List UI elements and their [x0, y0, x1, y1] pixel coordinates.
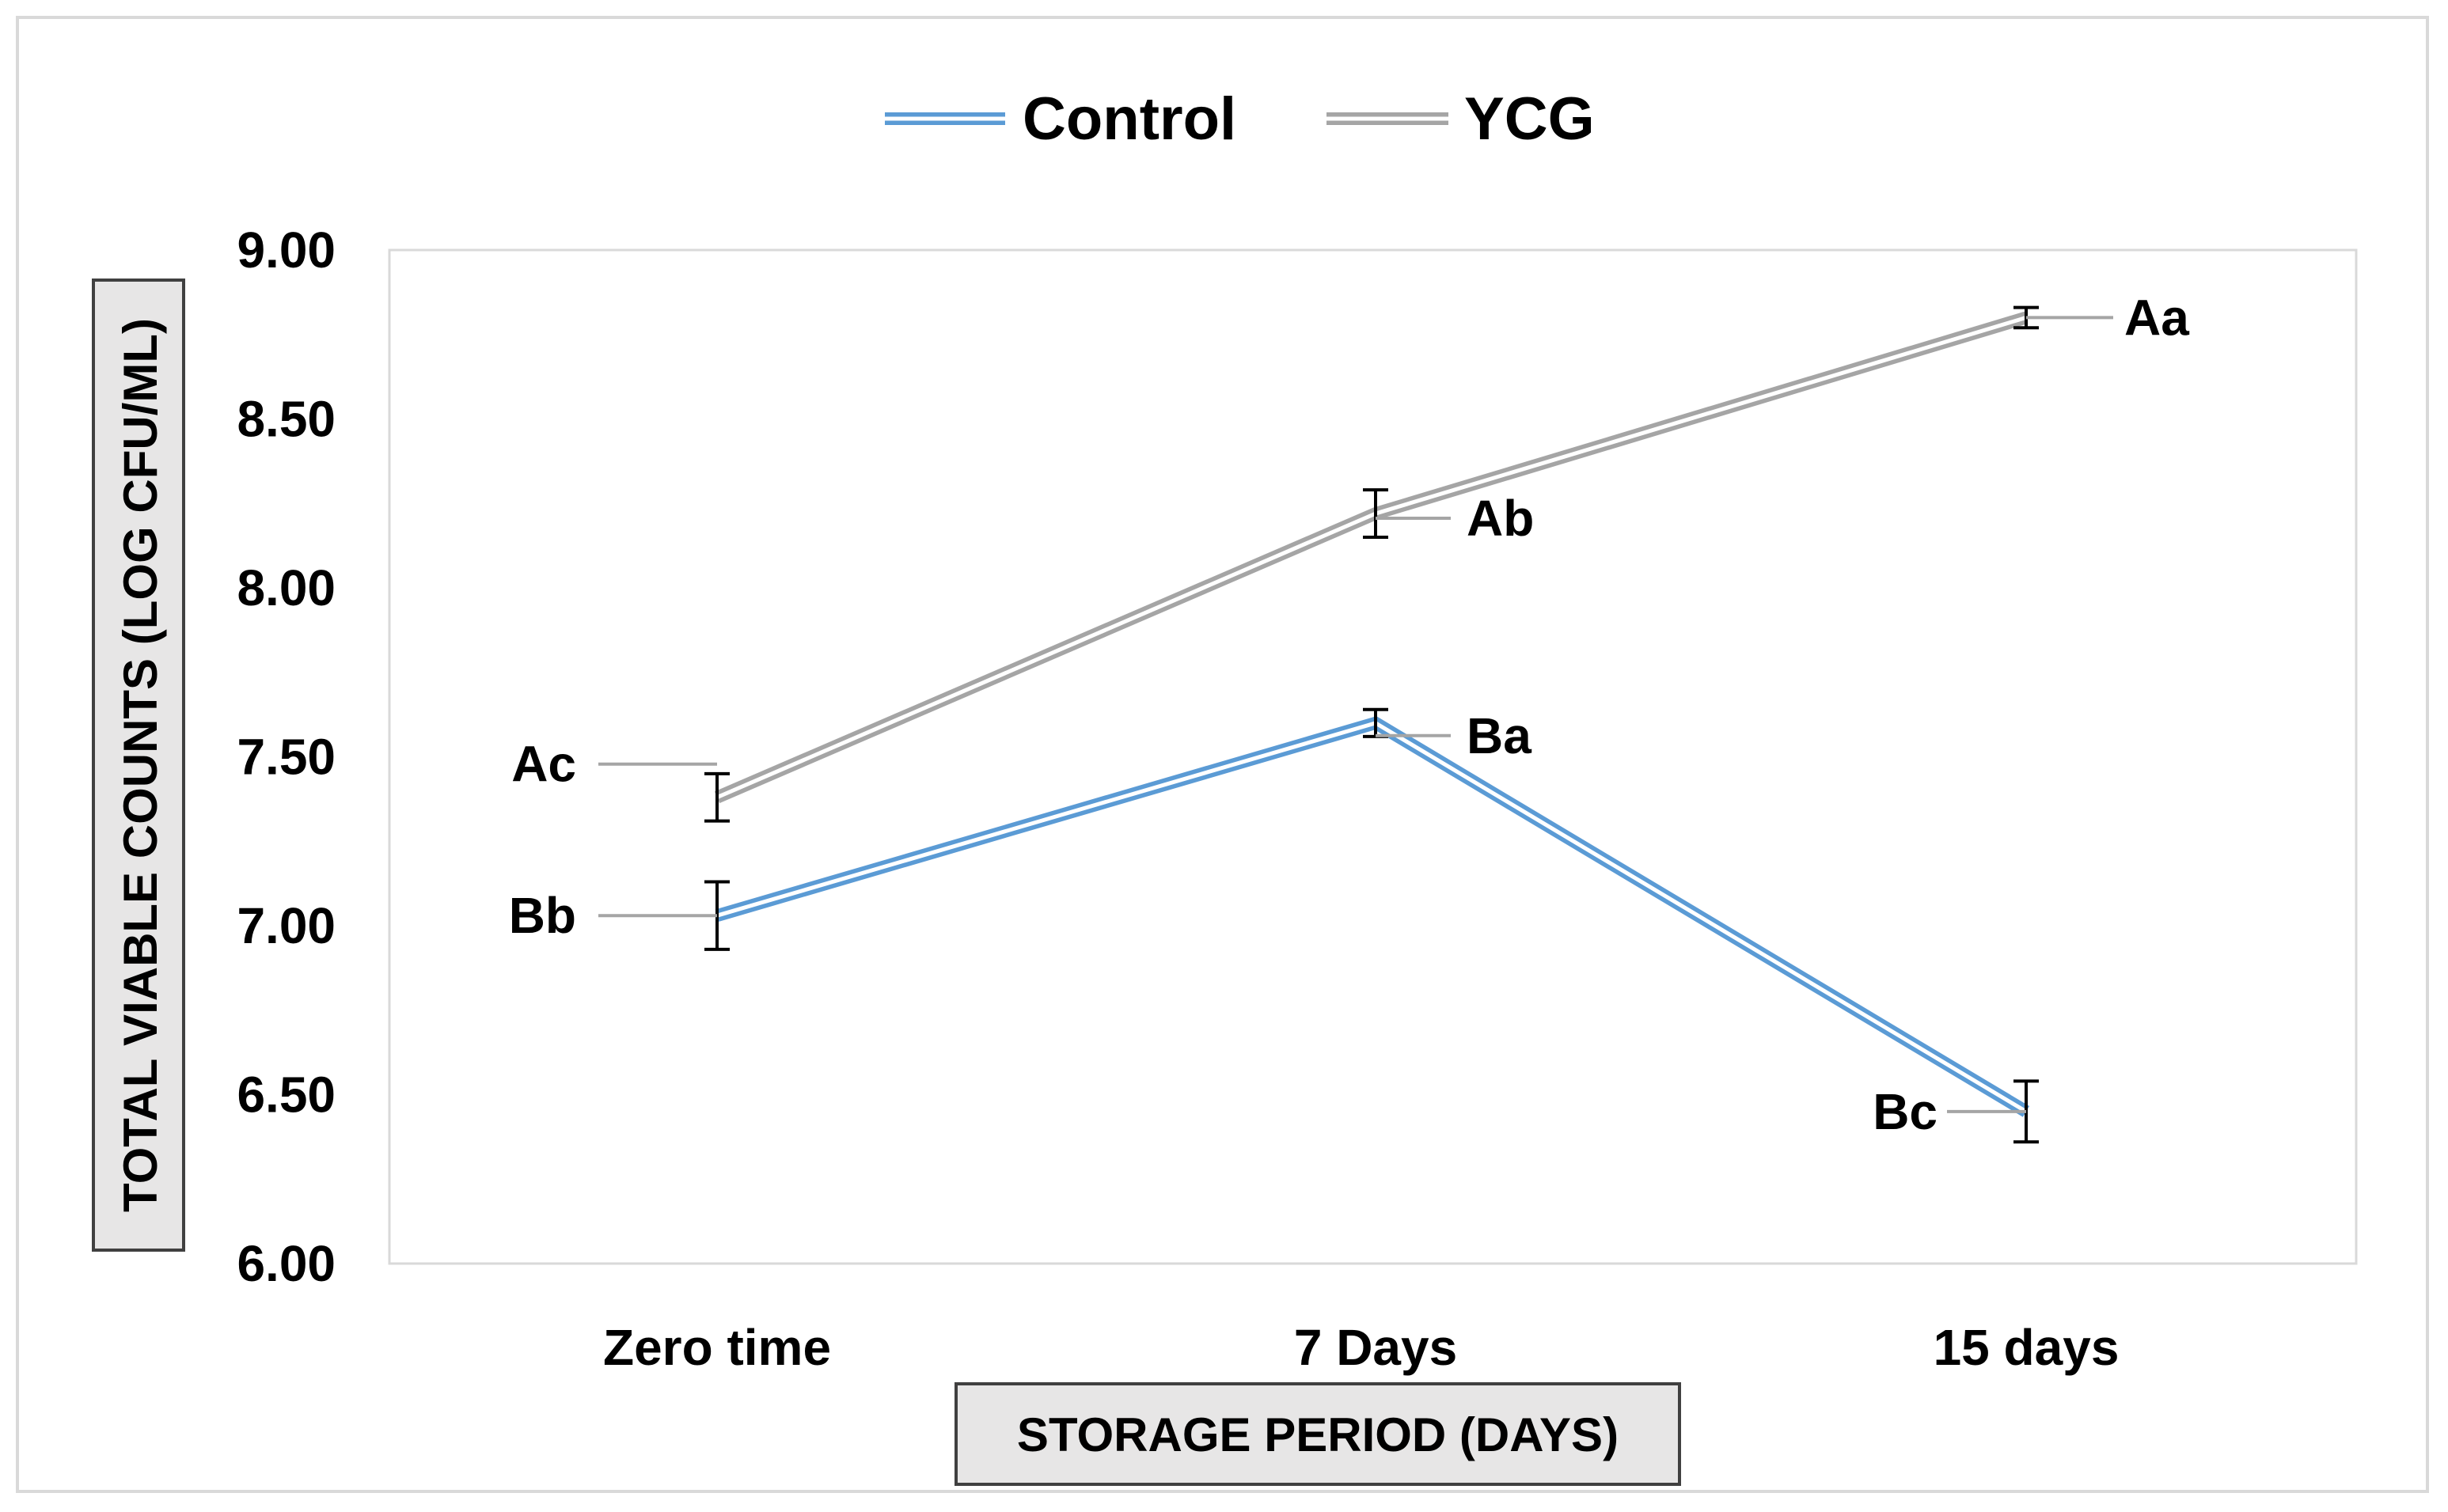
x-axis-ticks: Zero time 7 Days 15 days — [603, 1319, 2119, 1376]
y-axis-ticks: 6.00 6.50 7.00 7.50 8.00 8.50 9.00 — [237, 222, 336, 1292]
legend-label-control: Control — [1023, 85, 1236, 153]
series-ycg: Ac Ab Aa — [511, 289, 2189, 823]
data-label: Bc — [1873, 1083, 1938, 1140]
plot-area — [388, 248, 2358, 1265]
y-tick-label: 9.00 — [237, 222, 336, 279]
data-label: Aa — [2124, 289, 2189, 346]
x-tick-label: 7 Days — [1294, 1319, 1457, 1376]
x-axis-title-text: STORAGE PERIOD (DAYS) — [1017, 1408, 1619, 1461]
y-tick-label: 8.50 — [237, 391, 336, 448]
error-bar — [704, 771, 730, 823]
legend: Control YCG — [885, 85, 1595, 153]
series-line-control — [715, 716, 2030, 1117]
data-label: Ac — [511, 736, 576, 793]
series-line-inner-control — [716, 721, 2028, 1113]
data-label: Ab — [1467, 490, 1534, 547]
y-tick-label: 7.50 — [237, 729, 336, 786]
y-tick-label: 7.00 — [237, 897, 336, 954]
x-tick-label: Zero time — [603, 1319, 831, 1376]
y-tick-label: 8.00 — [237, 559, 336, 616]
chart-frame — [16, 16, 2429, 1493]
data-label: Ba — [1467, 707, 1531, 764]
legend-item-ycg: YCG — [1326, 85, 1595, 153]
y-tick-label: 6.50 — [237, 1067, 336, 1124]
data-label: Bb — [509, 887, 576, 944]
series-control: Bb Ba Bc — [509, 707, 2039, 1144]
series-layer: Bb Ba Bc Ac Ab Aa — [509, 289, 2189, 1144]
error-bar — [1363, 488, 1388, 539]
y-axis-title-text: TOTAL VIABLE COUNTS (LOG CFU/ML) — [114, 318, 167, 1212]
x-axis-title: STORAGE PERIOD (DAYS) — [955, 1382, 1681, 1486]
y-axis-title: TOTAL VIABLE COUNTS (LOG CFU/ML) — [92, 279, 185, 1252]
legend-label-ycg: YCG — [1464, 85, 1595, 153]
x-tick-label: 15 days — [1934, 1319, 2120, 1376]
legend-item-control: Control — [885, 85, 1236, 153]
y-tick-label: 6.00 — [237, 1235, 336, 1292]
